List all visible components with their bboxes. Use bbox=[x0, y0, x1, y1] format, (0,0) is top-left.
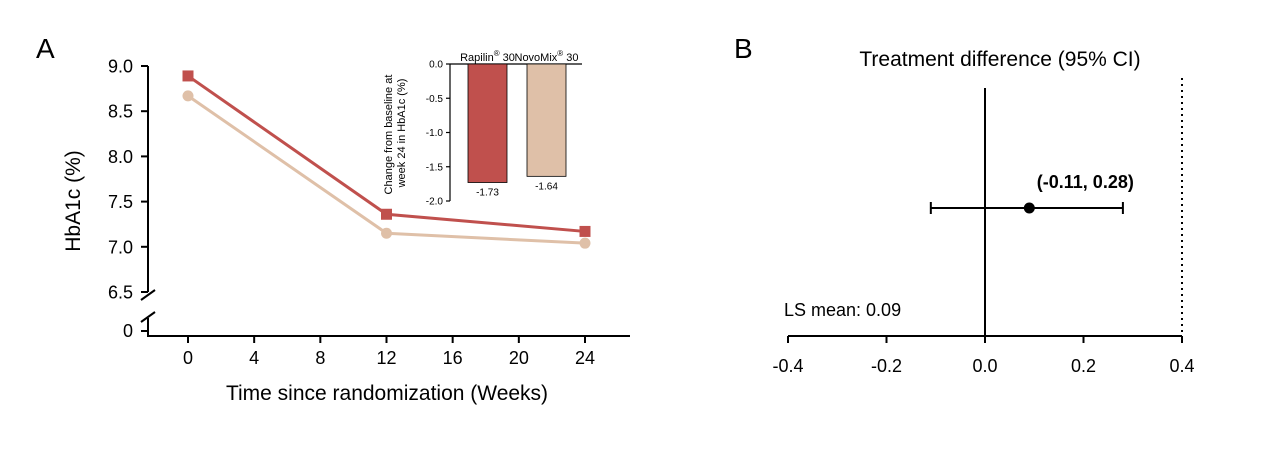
panel-a-y-zero-tick-label: 0 bbox=[123, 321, 133, 341]
panel-a-x-axis-title: Time since randomization (Weeks) bbox=[226, 382, 548, 405]
panel-a-x-tick-label: 20 bbox=[509, 348, 529, 368]
panel-a-label: A bbox=[36, 33, 55, 64]
series-2-point bbox=[182, 90, 194, 102]
inset-category-suffix: 30 bbox=[500, 52, 515, 64]
panel-a-x-tick-label: 16 bbox=[443, 348, 463, 368]
panel-a-x-ticks: 0 4 8 12 16 20 24 bbox=[183, 336, 595, 368]
inset-y-tick-label: -0.5 bbox=[426, 94, 444, 105]
panel-a-y-ticks: 6.5 7.0 7.5 8.0 8.5 9.0 bbox=[108, 57, 148, 303]
inset-y-tick-label: -2.0 bbox=[426, 197, 444, 208]
series-2-point bbox=[381, 227, 392, 239]
panel-b-x-tick-label: 0.4 bbox=[1169, 356, 1194, 376]
inset-category-label: Rapilin® 30 bbox=[460, 49, 515, 64]
panel-b-ci-label: (-0.11, 0.28) bbox=[1037, 172, 1134, 192]
inset-y-tick-label: -1.0 bbox=[426, 128, 444, 139]
panel-a-y-tick-label: 8.0 bbox=[108, 147, 133, 167]
panel-b-label: B bbox=[734, 33, 753, 64]
inset-category-name: NovoMix bbox=[515, 52, 558, 64]
series-1-point bbox=[182, 70, 194, 82]
inset-bar-1 bbox=[467, 63, 508, 183]
inset-bar-2 bbox=[526, 63, 567, 177]
panel-a-inset: 0.0 -0.5 -1.0 -1.5 -2.0 Change from baseline… bbox=[383, 49, 582, 208]
panel-b-title: Treatment difference (95% CI) bbox=[859, 48, 1140, 71]
panel-a-x-tick-label: 4 bbox=[249, 348, 259, 368]
inset-y-axis-title-line-1: Change from baseline at bbox=[383, 75, 395, 195]
inset-category-sup: ® bbox=[494, 49, 500, 58]
series-1-point bbox=[579, 225, 591, 237]
panel-a-series bbox=[182, 70, 591, 249]
inset-category-name: Rapilin bbox=[460, 52, 494, 64]
panel-a-x-tick-label: 8 bbox=[315, 348, 325, 368]
panel-b-x-tick-label: 0.2 bbox=[1071, 356, 1096, 376]
panel-b-x-tick-label: 0.0 bbox=[972, 356, 997, 376]
panel-a-y-tick-label: 9.0 bbox=[108, 57, 133, 77]
inset-bar-value-label: -1.64 bbox=[535, 181, 558, 192]
panel-a-y-tick-label: 7.5 bbox=[108, 192, 133, 212]
panel-a-y-axis-title: HbA1c (%) bbox=[62, 150, 85, 252]
panel-a-y-axis-break-mark-bottom bbox=[140, 311, 156, 323]
inset-bar-value-label: -1.73 bbox=[476, 188, 499, 199]
panel-a-y-tick-label: 7.0 bbox=[108, 237, 133, 257]
inset-y-tick-label: 0.0 bbox=[429, 60, 443, 71]
panel-a-y-tick-label: 8.5 bbox=[108, 102, 133, 122]
panel-b-point-estimate bbox=[1023, 202, 1035, 214]
panel-b-x-tick-label: -0.4 bbox=[772, 356, 803, 376]
panel-a-x-tick-label: 24 bbox=[575, 348, 595, 368]
panel-a-x-tick-label: 12 bbox=[376, 348, 396, 368]
inset-category-suffix: 30 bbox=[563, 52, 578, 64]
inset-y-tick-label: -1.5 bbox=[426, 162, 444, 173]
series-2-point bbox=[579, 237, 591, 249]
inset-category-label: NovoMix® 30 bbox=[515, 49, 579, 64]
panel-b-x-ticks: -0.4 -0.2 0.0 0.2 0.4 bbox=[772, 336, 1195, 376]
panel-b-x-tick-label: -0.2 bbox=[871, 356, 902, 376]
series-1-point bbox=[381, 208, 392, 220]
panel-a: A 6.5 7.0 7.5 8.0 8.5 9.0 0 0 4 8 12 16 20 24 Time … bbox=[36, 33, 630, 405]
inset-y-ticks: 0.0 -0.5 -1.0 -1.5 -2.0 bbox=[426, 60, 450, 208]
inset-y-axis-title: Change from baseline at week 24 in HbA1c… bbox=[383, 72, 408, 195]
panel-b: B Treatment difference (95% CI) -0.4 -0.2… bbox=[734, 33, 1195, 376]
inset-category-sup: ® bbox=[557, 49, 563, 58]
panel-b-mean-label: LS mean: 0.09 bbox=[784, 300, 901, 320]
panel-a-x-tick-label: 0 bbox=[183, 348, 193, 368]
panel-a-y-tick-label: 6.5 bbox=[108, 283, 133, 303]
panel-a-y-axis-break-mark-top bbox=[140, 289, 156, 301]
inset-y-axis-title-line-2: week 24 in HbA1c (%) bbox=[396, 79, 408, 189]
